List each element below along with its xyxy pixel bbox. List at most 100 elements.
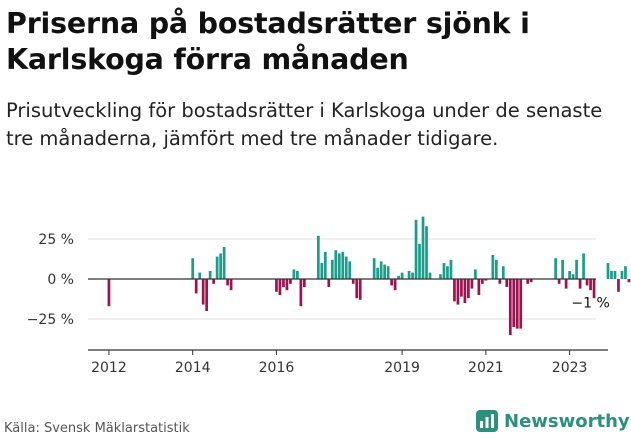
bar [582,253,585,279]
bar [303,279,306,287]
bar [575,259,578,279]
bar [275,279,278,292]
brand-logo[interactable]: Newsworthy [476,410,630,432]
bar [351,279,355,284]
bar [446,266,449,279]
bar [568,271,571,279]
bar [578,279,582,289]
bar [393,279,397,291]
bar [278,279,282,295]
bar [474,269,477,279]
bar [289,279,292,284]
bar [557,279,561,284]
bar [425,226,428,279]
bar [292,269,296,279]
bar [585,279,589,286]
bar [330,259,334,279]
bars [107,216,631,335]
bar [390,279,393,286]
bar [320,263,324,279]
source-label: Källa: Svensk Mäklarstatistik [4,421,190,436]
bar [484,279,488,281]
bar [561,259,564,279]
bar [222,247,226,279]
bar [226,279,229,286]
y-tick-label: 25 % [38,232,74,248]
bar [453,279,456,302]
bar [379,261,383,279]
bar [442,263,446,279]
bar [477,279,481,295]
bar [376,267,380,279]
bar [198,272,202,279]
bar [470,279,474,289]
bar [219,253,222,279]
x-tick-label: 2016 [259,360,295,376]
x-tick-label: 2019 [384,360,420,376]
bar [282,279,285,287]
bar [337,253,341,279]
bar [400,272,404,279]
bar [617,279,620,292]
bar [344,256,348,279]
axes [88,278,608,355]
x-tick-label: 2012 [91,360,127,376]
bar [529,279,533,283]
bar [620,271,624,279]
bar [372,258,376,279]
newsworthy-logo-icon [476,410,498,432]
x-tick-label: 2023 [552,360,588,376]
bar [334,250,338,279]
bar [191,258,195,279]
bar [205,279,209,311]
bar [494,259,498,279]
bar [428,272,432,279]
bar [348,261,352,279]
bar [341,251,345,279]
bar [327,279,331,287]
bar [508,279,512,335]
bar [439,274,442,279]
bar [316,235,320,279]
bar [208,271,212,279]
bar [194,279,198,294]
bar [212,279,215,284]
bar [414,219,418,279]
bar [418,243,421,279]
bar [606,263,610,279]
bar [613,271,617,279]
bar [215,256,219,279]
bar [505,279,509,287]
bar [501,266,505,279]
bar [481,279,484,284]
bar [421,216,425,279]
y-tick-label: −25 % [27,312,74,328]
bar [589,279,592,291]
bar [564,279,568,289]
bar [407,271,411,279]
bar [571,274,575,279]
bar [512,279,516,327]
labels: 25 % 0 % −25 % 2012 2014 2016 2019 2021 2023 −1 % [27,232,612,376]
bar [299,279,303,307]
bar [467,279,470,299]
bar [554,258,558,279]
bar [463,279,467,303]
bar [515,279,519,329]
bar [107,279,111,307]
bar [498,279,502,284]
bar [526,279,530,284]
x-tick-label: 2021 [468,360,504,376]
bar [519,279,523,329]
bar [491,255,495,279]
bar [386,266,390,279]
bar [397,275,400,279]
bar [358,279,362,300]
bar [296,271,299,279]
bar [456,279,460,305]
latest-value-label: −1 % [571,296,609,312]
chart-subtitle: Prisutveckling för bostadsrätter i Karls… [6,99,603,150]
bar [285,279,289,291]
bar [323,251,327,279]
